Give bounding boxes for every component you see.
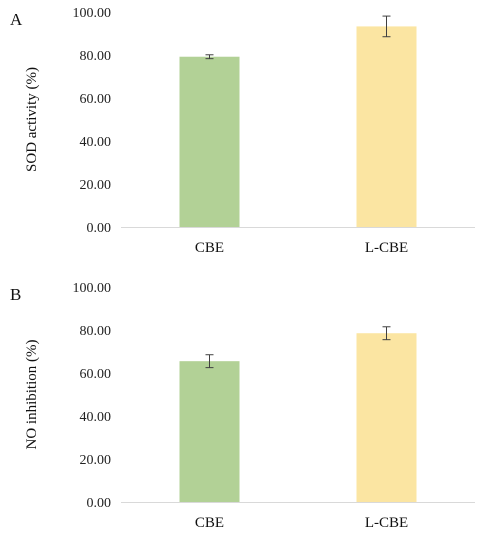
- chart-b-ytick-label: 100.00: [73, 281, 112, 296]
- chart-panel-b: B 0.00 20.00 40.00 60.00 80.00 100.00 NO inhibi…: [0, 275, 494, 550]
- chart-b-bar-l-cbe: [356, 333, 417, 502]
- chart-b-svg: B 0.00 20.00 40.00 60.00 80.00 100.00 NO inhibi…: [10, 281, 475, 531]
- chart-panel-a: A 0.00 20.00 40.00 60.00 80.00 100.00 SOD activ…: [10, 6, 475, 256]
- chart-b-y-axis-title: NO inhibition (%): [24, 340, 40, 450]
- chart-a-ytick-label: 20.00: [80, 178, 112, 193]
- chart-b-panel-label: B: [10, 285, 21, 304]
- chart-b-ytick-label: 80.00: [80, 324, 112, 339]
- chart-a-y-axis-title: SOD activity (%): [24, 67, 40, 172]
- chart-a-svg: A 0.00 20.00 40.00 60.00 80.00 100.00 SOD activ…: [10, 6, 475, 256]
- chart-b-ytick-label: 40.00: [80, 410, 112, 425]
- chart-b-ytick-label: 60.00: [80, 367, 112, 382]
- chart-a-ytick-label: 100.00: [73, 6, 112, 21]
- chart-b-bar-cbe: [179, 361, 240, 502]
- chart-a-ytick-label: 80.00: [80, 49, 112, 64]
- chart-a-ytick-label: 40.00: [80, 135, 112, 150]
- chart-a-bar-l-cbe: [356, 26, 417, 228]
- chart-a-panel-label: A: [10, 10, 23, 29]
- chart-b-ytick-label: 20.00: [80, 453, 112, 468]
- chart-b-category-label: CBE: [195, 515, 224, 531]
- chart-a-category-label: L-CBE: [365, 240, 408, 256]
- chart-a-bar-cbe: [179, 56, 240, 227]
- chart-a-ytick-label: 0.00: [87, 221, 112, 236]
- chart-b-category-label: L-CBE: [365, 515, 408, 531]
- chart-b-ytick-label: 0.00: [87, 496, 112, 511]
- chart-a-ytick-label: 60.00: [80, 92, 112, 107]
- chart-a-category-label: CBE: [195, 240, 224, 256]
